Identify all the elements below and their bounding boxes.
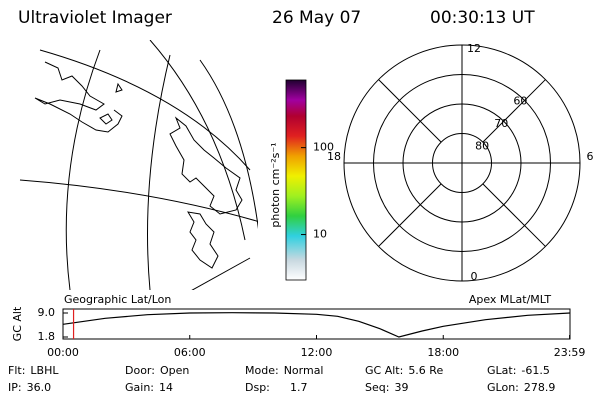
mlt-label: 18 [327,150,341,163]
info-label: IP: [8,381,22,394]
coastline [115,82,123,93]
info-value: -61.5 [521,364,549,377]
info-value: 278.9 [524,381,556,394]
info-value: 36.0 [27,381,52,394]
meridian [147,54,171,290]
coastline [99,113,113,125]
info-value: LBHL [30,364,59,377]
mlt-label: 0 [471,270,478,283]
date: 26 May 07 [272,8,361,28]
info-label: Door: [125,364,155,377]
mlt-line [378,79,442,143]
colorbar-tick-label: 100 [313,141,334,154]
y-tick-label: 1.8 [38,330,56,343]
meridian [39,49,251,171]
x-tick-label: 18:00 [427,346,459,359]
info-value: 39 [394,381,408,394]
meridian [65,49,101,290]
mlt-label: 6 [587,150,594,163]
info-value: 14 [159,381,173,394]
info-label: Gain: [125,381,154,394]
mlt-line [482,183,546,247]
plot-frame [62,308,571,340]
info-label: GC Alt: [365,364,403,377]
coastline [187,211,219,269]
lat-ring-label: 60 [513,95,527,108]
info-label: Mode: [245,364,279,377]
map [19,40,258,290]
info-label: GLat: [487,364,516,377]
info-value: 5.6 Re [408,364,443,377]
x-tick-label: 12:00 [301,346,333,359]
colorbar-tick-label: 10 [313,228,327,241]
mlt-line [378,183,442,247]
meridian [149,40,246,241]
colorbar-label: photon cm⁻²s⁻¹ [269,142,282,227]
info-label: Seq: [365,381,389,394]
mlt-label: 12 [467,42,481,55]
info-label: GLon: [487,381,519,394]
lat-ring-label: 80 [475,140,489,153]
instrument: Ultraviolet Imager [18,8,172,28]
info-value: Normal [284,364,324,377]
map-label: Geographic Lat/Lon [64,293,171,306]
mlt-line [482,79,546,143]
y-tick-label: 9.0 [38,306,56,319]
parallel [191,257,251,290]
polar-label: Apex MLat/MLT [469,293,552,306]
parallel [19,179,258,222]
x-tick-label: 06:00 [174,346,206,359]
info-value: Open [160,364,189,377]
info-label: Dsp: [245,381,270,394]
x-tick-label: 00:00 [47,346,79,359]
x-tick-label: 23:59 [554,346,586,359]
coastline [169,116,243,215]
altitude-line [62,312,571,338]
colorbar [285,79,307,281]
y-axis-label: GC Alt [11,306,24,341]
time: 00:30:13 UT [430,8,535,28]
coastline [34,61,123,133]
info-label: Flt: [8,364,25,377]
parallel [199,59,258,230]
info-value: 1.7 [290,381,308,394]
